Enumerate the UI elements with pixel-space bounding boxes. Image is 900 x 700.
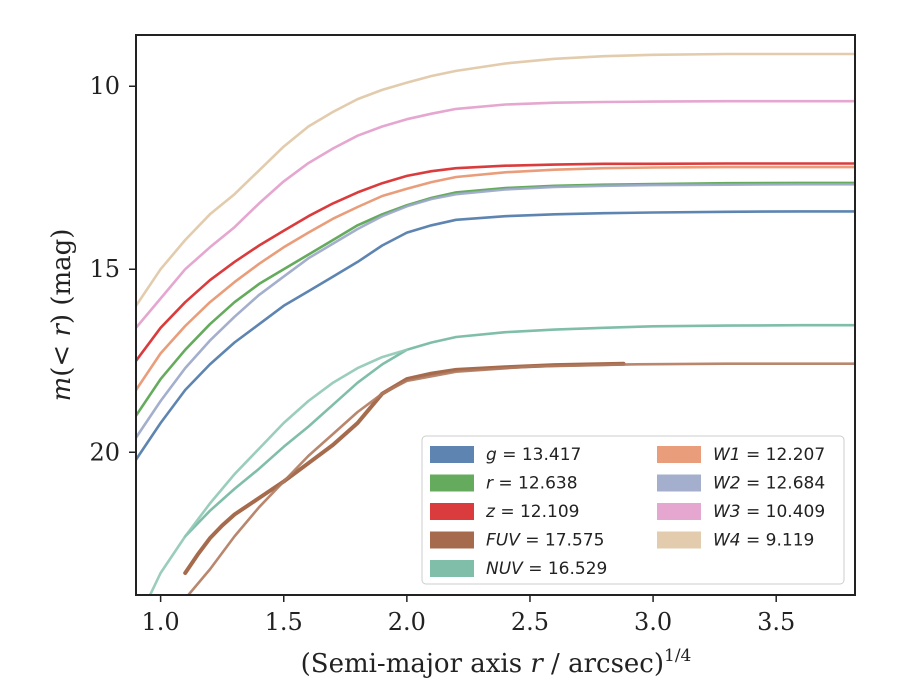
series-line-w1 bbox=[136, 165, 855, 392]
series-line-fuv bbox=[183, 361, 626, 575]
series-layer bbox=[136, 52, 855, 595]
legend-label-fuv: FUV = 17.575 bbox=[486, 531, 604, 551]
y-tick-label: 10 bbox=[89, 72, 120, 100]
series-line-w2 bbox=[136, 183, 855, 439]
legend-swatch-g bbox=[430, 446, 474, 463]
series-line-w4 bbox=[136, 52, 855, 308]
legend-swatch-w1 bbox=[657, 446, 701, 463]
legend-swatch-r bbox=[430, 474, 474, 492]
y-axis-label-post: ) (mag) bbox=[47, 229, 77, 325]
plot-frame bbox=[135, 34, 856, 596]
y-axis-ticks: 10 15 20 bbox=[89, 72, 136, 466]
series-line-w3 bbox=[136, 99, 855, 330]
legend-box bbox=[421, 435, 845, 585]
legend: g = 13.417 r = 12.638 z = 12.109 FUV = 17.5… bbox=[421, 435, 845, 585]
x-tick-label: 2.5 bbox=[511, 608, 549, 636]
x-axis-label: (Semi-major axis r / arcsec)1/4 bbox=[301, 646, 692, 679]
series-line-g bbox=[136, 210, 855, 461]
x-axis-ticks: 1.0 1.5 2.0 2.5 3.0 3.5 bbox=[142, 595, 795, 636]
legend-label-w3: W3 = 10.409 bbox=[713, 502, 825, 522]
y-tick-label: 15 bbox=[89, 255, 120, 283]
x-axis-label-post: / arcsec) bbox=[543, 649, 664, 679]
legend-label-z: z = 12.109 bbox=[485, 502, 579, 522]
y-axis-label-mid: (< bbox=[47, 337, 77, 377]
series-line-z bbox=[136, 162, 855, 363]
y-axis-label: m(< r) (mag) bbox=[47, 229, 77, 402]
legend-swatch-fuv bbox=[430, 531, 474, 549]
y-axis-label-var2: r bbox=[47, 323, 77, 337]
x-axis-label-exponent: 1/4 bbox=[664, 646, 691, 666]
legend-swatch-w4 bbox=[657, 531, 701, 549]
y-tick-label: 20 bbox=[89, 438, 120, 466]
series-line-nuv-ext bbox=[148, 348, 409, 595]
x-tick-label: 3.0 bbox=[634, 608, 672, 636]
legend-label-w2: W2 = 12.684 bbox=[713, 474, 825, 494]
legend-swatch-w2 bbox=[657, 474, 701, 492]
series-line-fuv-ext bbox=[186, 362, 855, 595]
x-axis-label-pre: (Semi-major axis bbox=[301, 649, 531, 679]
legend-swatch-w3 bbox=[657, 503, 701, 520]
x-tick-label: 3.5 bbox=[757, 608, 795, 636]
y-axis-label-var: m bbox=[47, 377, 77, 402]
legend-swatch-z bbox=[430, 503, 474, 520]
x-tick-label: 1.5 bbox=[265, 608, 303, 636]
x-axis-label-var: r bbox=[530, 649, 544, 679]
legend-label-w4: W4 = 9.119 bbox=[713, 531, 814, 551]
x-tick-label: 2.0 bbox=[388, 608, 426, 636]
legend-swatch-nuv bbox=[430, 560, 474, 577]
legend-label-g: g = 13.417 bbox=[486, 445, 581, 465]
legend-label-r: r = 12.638 bbox=[486, 474, 578, 494]
legend-label-nuv: NUV = 16.529 bbox=[486, 559, 607, 579]
x-tick-label: 1.0 bbox=[142, 608, 180, 636]
legend-label-w1: W1 = 12.207 bbox=[713, 445, 825, 465]
